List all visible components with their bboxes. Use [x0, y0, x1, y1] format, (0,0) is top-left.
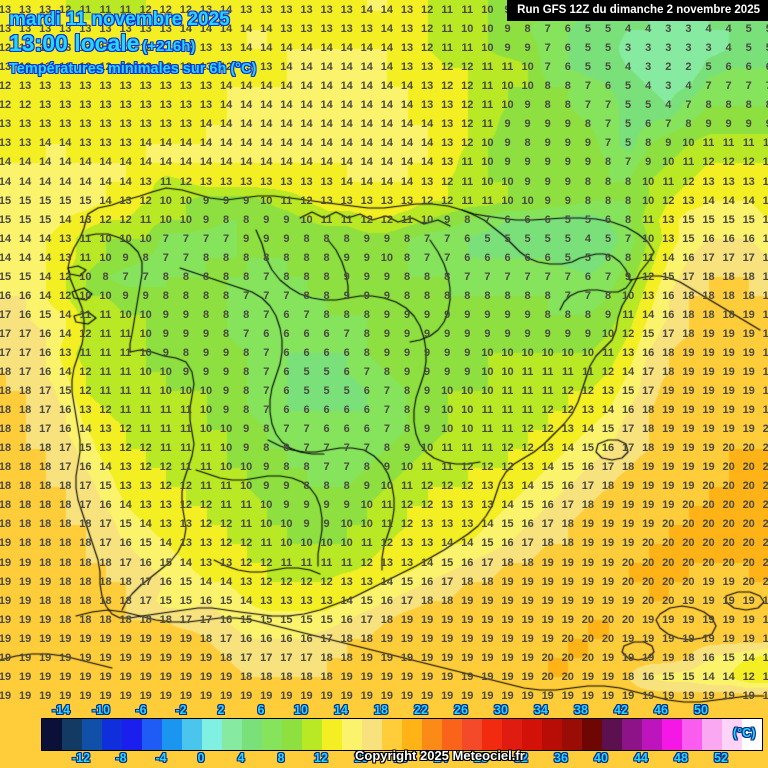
- temperature-color-scale: [41, 718, 763, 751]
- color-scale-swatch: [102, 719, 122, 750]
- color-scale-tick-label: 48: [674, 751, 688, 765]
- color-scale-tick-label: -8: [115, 751, 127, 765]
- color-scale-tick-label: -6: [135, 703, 147, 717]
- color-scale-swatch: [682, 719, 702, 750]
- color-scale-tick-label: 8: [277, 751, 285, 765]
- color-scale-tick-label: 10: [294, 703, 308, 717]
- color-scale-swatch: [662, 719, 682, 750]
- color-scale-swatch: [462, 719, 482, 750]
- color-scale-swatch: [522, 719, 542, 750]
- color-scale-tick-label: 24: [434, 751, 448, 765]
- color-scale-tick-label: 14: [334, 703, 348, 717]
- color-scale-tick-label: 52: [714, 751, 728, 765]
- color-scale-swatch: [42, 719, 62, 750]
- color-scale-tick-label: 50: [694, 703, 708, 717]
- color-scale-swatch: [202, 719, 222, 750]
- color-scale-swatch: [382, 719, 402, 750]
- color-scale-swatch: [322, 719, 342, 750]
- color-scale-swatch: [742, 719, 762, 750]
- color-scale-tick-label: 16: [354, 751, 368, 765]
- color-scale-swatch: [422, 719, 442, 750]
- forecast-time-row: 13:00 locale (+216h): [9, 30, 256, 56]
- color-scale-tick-label: -4: [155, 751, 167, 765]
- model-run-banner: Run GFS 12Z du dimanche 2 novembre 2025: [507, 0, 768, 21]
- color-scale-swatch: [302, 719, 322, 750]
- color-scale-swatch: [542, 719, 562, 750]
- color-scale-tick-label: 22: [414, 703, 428, 717]
- color-scale-tick-label: 30: [494, 703, 508, 717]
- color-scale-tick-label: 12: [314, 751, 328, 765]
- copyright-label: Copyright 2025 Meteociel.fr: [355, 748, 525, 763]
- color-scale-swatch: [502, 719, 522, 750]
- color-scale-tick-label: 18: [374, 703, 388, 717]
- color-scale-tick-label: 28: [474, 751, 488, 765]
- color-scale-swatch: [342, 719, 362, 750]
- color-scale-tick-label: 4: [237, 751, 245, 765]
- color-scale-swatch: [142, 719, 162, 750]
- color-scale-tick-label: 2: [217, 703, 225, 717]
- color-scale-tick-label: -14: [51, 703, 71, 717]
- color-scale-swatch: [442, 719, 462, 750]
- color-scale-swatch: [162, 719, 182, 750]
- color-scale-swatch: [602, 719, 622, 750]
- color-scale-swatch: [702, 719, 722, 750]
- color-scale-tick-label: 44: [634, 751, 648, 765]
- color-scale-swatch: [402, 719, 422, 750]
- color-scale-swatch: [62, 719, 82, 750]
- color-scale-tick-label: -12: [71, 751, 91, 765]
- color-scale-tick-label: -10: [91, 703, 111, 717]
- color-scale-swatch: [362, 719, 382, 750]
- color-scale-tick-label: 38: [574, 703, 588, 717]
- scale-unit-label: (°C): [733, 726, 756, 740]
- color-scale-tick-label: 42: [614, 703, 628, 717]
- color-scale-swatch: [642, 719, 662, 750]
- color-scale-tick-label: 32: [514, 751, 528, 765]
- color-scale-tick-label: 40: [594, 751, 608, 765]
- color-scale-swatch: [182, 719, 202, 750]
- color-scale-swatch: [482, 719, 502, 750]
- color-scale-swatch: [622, 719, 642, 750]
- color-scale-tick-label: 0: [197, 751, 205, 765]
- color-scale-swatch: [582, 719, 602, 750]
- color-scale-swatch: [242, 719, 262, 750]
- color-scale-tick-label: 36: [554, 751, 568, 765]
- forecast-leadtime-label: (+216h): [142, 38, 196, 55]
- forecast-date-label: mardi 11 novembre 2025: [9, 9, 231, 30]
- color-scale-swatch: [282, 719, 302, 750]
- color-scale-swatch: [82, 719, 102, 750]
- color-scale-tick-label: 34: [534, 703, 548, 717]
- color-scale-swatch: [262, 719, 282, 750]
- forecast-time-label: 13:00 locale: [9, 30, 140, 56]
- color-scale-tick-label: -2: [175, 703, 187, 717]
- color-scale-tick-label: 20: [394, 751, 408, 765]
- color-scale-swatch: [122, 719, 142, 750]
- map-title-block: mardi 11 novembre 2025 13:00 locale (+216…: [9, 9, 257, 77]
- parameter-label: Températures minimales sur 6h (°C): [9, 61, 257, 77]
- color-scale-swatch: [722, 719, 742, 750]
- color-scale-swatch: [562, 719, 582, 750]
- color-scale-swatch: [222, 719, 242, 750]
- color-scale-tick-label: 46: [654, 703, 668, 717]
- color-scale-tick-label: 6: [257, 703, 265, 717]
- color-scale-tick-label: 26: [454, 703, 468, 717]
